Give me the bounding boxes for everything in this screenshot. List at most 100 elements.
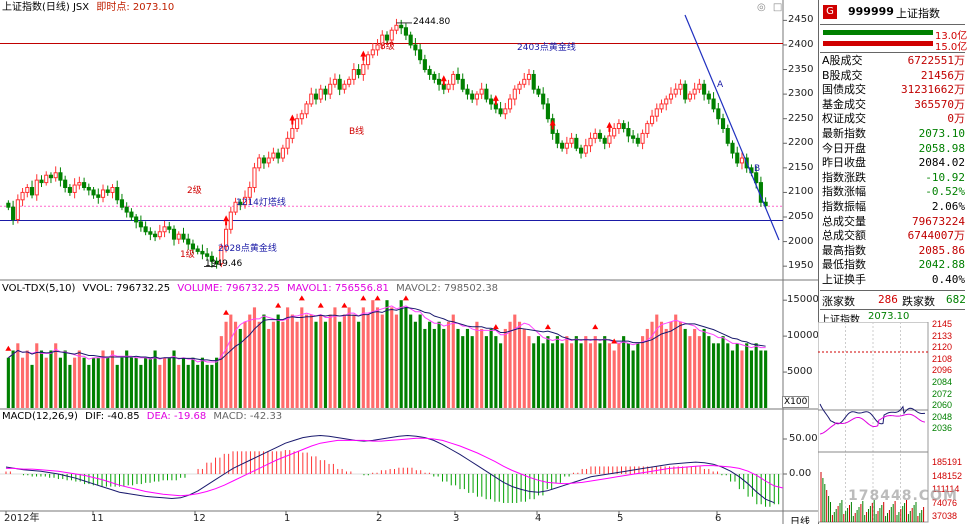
volume-bar [626,343,630,408]
signal-arrow-stem [551,125,554,130]
candle-body [645,123,650,134]
volume-bar [191,357,195,408]
quote-row: 指数涨跌 -10.92 [822,171,967,185]
volume-bar [144,357,148,408]
candle-body [63,179,68,189]
candle-body [205,253,210,257]
quote-name: 上证指数 [896,7,940,20]
x100-badge: X100 [782,396,810,408]
volume-bar [375,307,380,408]
volume-bar [290,314,294,408]
candle-body [683,83,688,100]
candle-body [522,78,527,85]
volume-bar [480,328,484,408]
volume-bar [323,321,328,408]
quote-row: A股成交 6722551万 [822,54,967,68]
quote-row-value: 2058.98 [918,141,965,155]
volume-bar [565,336,569,408]
volume-bar [683,328,687,408]
volume-bar [210,364,214,408]
date-tick-label: 2 [376,513,383,524]
candle-body [276,152,281,159]
candle-body [673,88,678,95]
signal-arrow-stem [442,81,445,86]
kline-chart-area[interactable] [0,0,818,524]
candle-body [640,132,645,144]
mini-price-tick: 2096 [932,365,953,376]
candle-body [507,98,513,110]
volume-bar [219,336,223,408]
candle-body [39,179,44,184]
panel-icons[interactable]: ◎ □ [757,2,782,13]
quote-row-label: A股成交 [822,54,863,67]
volume-bar [494,336,498,408]
volume-signal-arrow [492,324,499,330]
candle-body [200,250,205,255]
candle-body [195,248,200,252]
mini-price-tick: 2036 [932,423,953,434]
candle-body [261,157,267,164]
candle-body [399,24,404,29]
volume-bar [598,343,602,408]
candle-body [384,34,390,41]
candle-body [86,187,91,191]
period-tag[interactable]: 日线 [790,517,810,524]
volume-bar [134,357,138,408]
candle-body [313,93,319,100]
quote-row-label: 总成交量 [822,214,866,228]
candle-body [380,34,385,46]
volume-bar [650,321,654,408]
candle-body [332,78,338,85]
date-tick-label: 3 [453,513,460,524]
candle-body [451,73,456,85]
volume-bar [607,343,612,408]
date-tick-label: 1 [284,513,291,524]
mini-price-line [819,403,926,425]
divider [820,24,965,25]
bar-bottom [823,41,933,46]
volume-bar [6,357,10,408]
volume-bar [716,343,720,408]
bar-bottom-label: 15.0亿 [935,42,968,53]
quote-row-label: 最低指数 [822,258,866,272]
mavol2-value: MAVOL2: 798502.38 [396,283,499,294]
candle-body [129,211,134,218]
volume-bar [423,328,427,408]
volume-bar [30,364,34,408]
candle-body [574,137,579,149]
volume-bar [333,307,337,408]
volume-bar [238,328,242,408]
volume-bar [186,364,190,408]
quote-row-label: B股成交 [822,68,863,82]
volume-bar [167,357,171,408]
volume-bar [385,300,389,408]
search-icon[interactable]: ◎ [757,2,766,13]
wave-a-label: A [717,80,724,90]
candle-body [77,182,82,186]
quote-row-label: 指数振幅 [822,200,866,213]
date-tick-label: 6 [715,513,722,524]
volume-value: VOLUME: 796732.25 [177,283,280,294]
price-tick-label: 2400 [788,38,814,50]
rise-value: 286 [878,293,898,306]
candle-body [290,128,295,139]
candle-body [597,132,603,139]
fib-2028-label: 2028点黄金线 [218,244,277,254]
macd-histogram [5,450,780,507]
candle-body [342,83,347,90]
candle-body [498,108,503,115]
candle-body [34,179,39,196]
candle-body [219,246,224,265]
minimize-icon[interactable]: □ [772,2,783,13]
quote-row-value: 0万 [947,112,965,126]
quote-row-value: 365570万 [914,97,965,111]
volume-bar [229,314,233,408]
volume-bar [44,357,48,408]
signal-arrow-stem [225,221,228,226]
quote-row: 上证换手 0.40% [822,273,967,287]
volume-bar [153,350,157,408]
mini-intraday-chart[interactable] [818,322,969,524]
volume-bar [380,314,384,408]
volume-bar [697,336,701,408]
candle-body [6,202,11,208]
